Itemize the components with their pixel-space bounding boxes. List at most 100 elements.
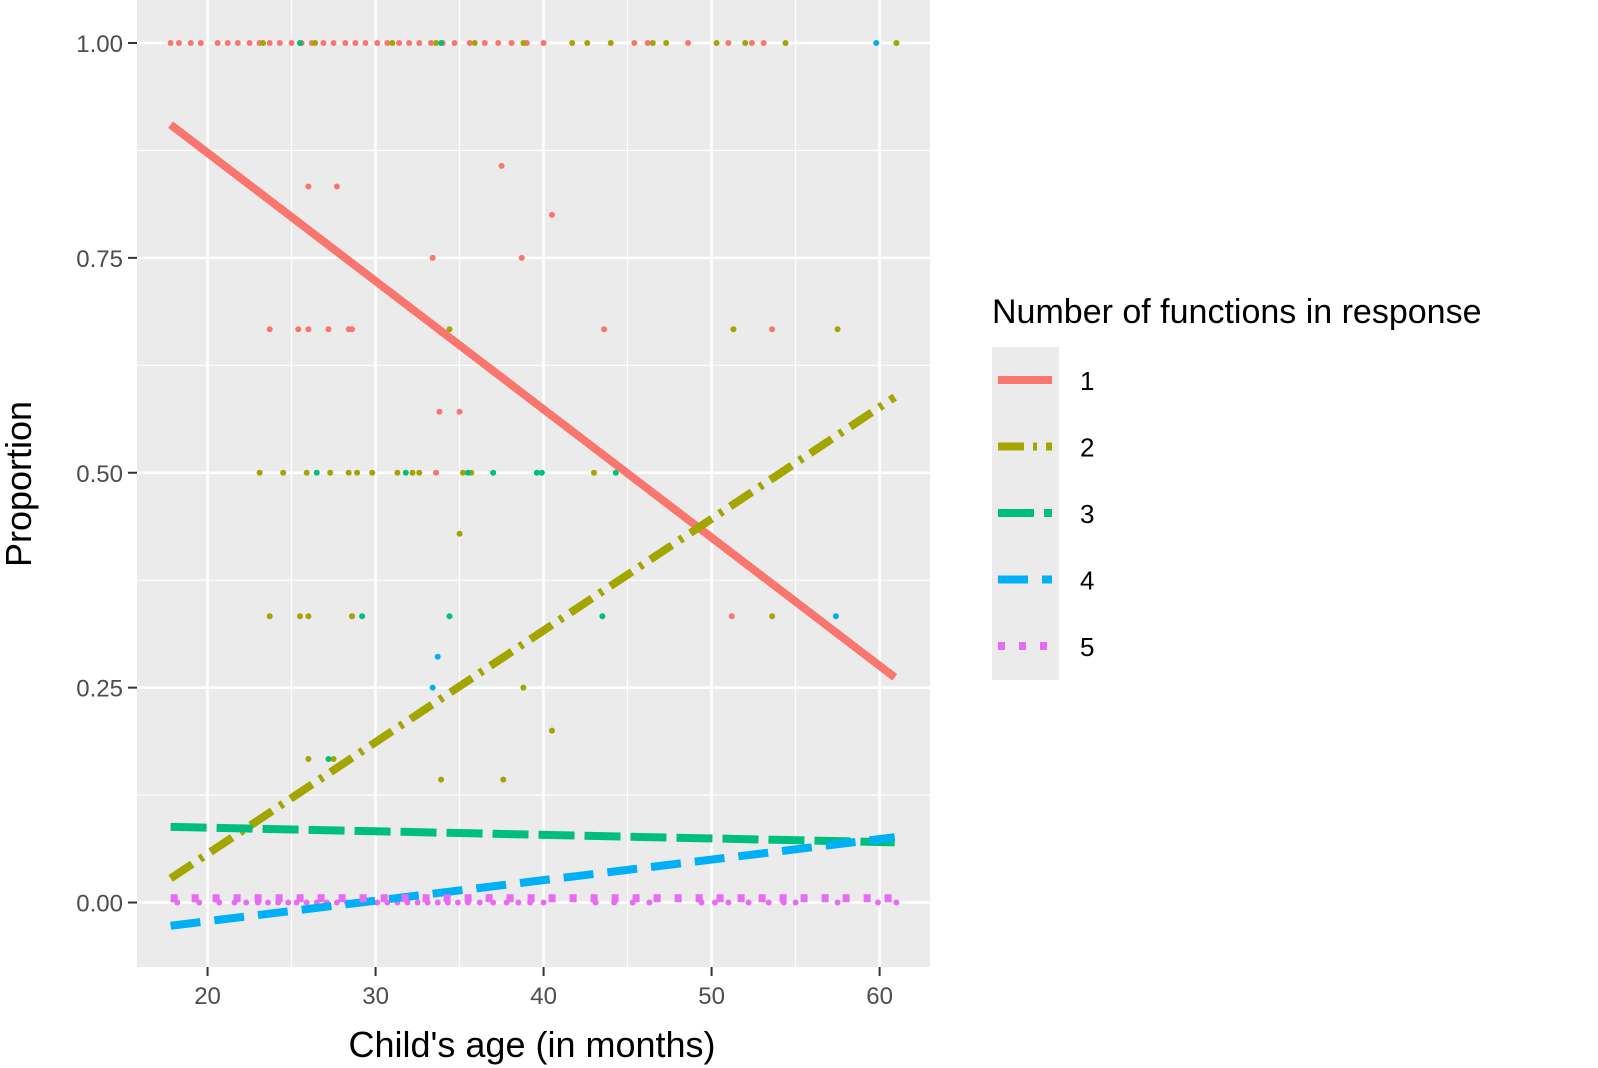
- data-point-series-5: [243, 899, 250, 906]
- data-point-series-2: [416, 469, 423, 476]
- data-point-series-5: [792, 899, 799, 906]
- legend-label-series-3: 3: [1080, 499, 1094, 529]
- data-point-series-1: [276, 39, 283, 46]
- data-point-series-4: [873, 39, 880, 46]
- data-point-series-2: [349, 613, 356, 620]
- data-point-series-2: [305, 755, 312, 762]
- data-point-series-1: [428, 39, 435, 46]
- fit-lines: [168, 121, 898, 930]
- data-point-series-2: [303, 469, 310, 476]
- data-point-series-1: [352, 39, 359, 46]
- data-point-series-2: [394, 469, 401, 476]
- data-point-series-3: [296, 39, 303, 46]
- data-point-series-3: [599, 613, 606, 620]
- data-point-series-1: [187, 39, 194, 46]
- data-point-series-2: [438, 776, 445, 783]
- data-point-series-4: [429, 684, 436, 691]
- data-point-series-3: [438, 39, 445, 46]
- data-point-series-2: [312, 39, 319, 46]
- data-point-series-1: [325, 326, 332, 333]
- data-point-series-5: [333, 899, 340, 906]
- data-point-series-2: [520, 684, 527, 691]
- data-point-series-3: [313, 469, 320, 476]
- data-point-series-2: [769, 613, 776, 620]
- data-point-series-2: [893, 39, 900, 46]
- data-point-series-1: [305, 183, 312, 190]
- data-point-series-1: [295, 326, 302, 333]
- data-point-series-1: [456, 408, 463, 415]
- data-point-series-1: [481, 39, 488, 46]
- data-point-series-2: [649, 39, 656, 46]
- data-point-series-1: [644, 39, 651, 46]
- data-point-series-2: [742, 39, 749, 46]
- data-point-series-1: [451, 39, 458, 46]
- data-point-series-2: [782, 39, 789, 46]
- data-point-series-1: [548, 211, 555, 218]
- data-point-series-1: [631, 39, 638, 46]
- data-point-series-2: [713, 39, 720, 46]
- data-point-series-1: [416, 39, 423, 46]
- data-point-series-5: [515, 899, 522, 906]
- data-point-series-1: [224, 39, 231, 46]
- data-point-series-2: [834, 326, 841, 333]
- data-point-series-2: [590, 469, 597, 476]
- fit-line-series-3: [170, 822, 895, 847]
- data-point-series-1: [234, 39, 241, 46]
- legend-label-series-2: 2: [1080, 433, 1094, 463]
- data-point-series-1: [725, 39, 732, 46]
- data-point-series-1: [330, 39, 337, 46]
- data-point-series-1: [685, 39, 692, 46]
- data-point-series-5: [893, 899, 900, 906]
- y-tick-label: 0.75: [76, 246, 123, 273]
- data-point-series-5: [454, 899, 461, 906]
- y-tick-label: 0.25: [76, 676, 123, 703]
- data-point-series-1: [246, 39, 253, 46]
- data-point-series-1: [214, 39, 221, 46]
- data-point-series-2: [305, 613, 312, 620]
- x-tick-label: 40: [530, 983, 557, 1010]
- data-point-series-1: [760, 39, 767, 46]
- data-point-series-3: [446, 613, 453, 620]
- data-point-series-2: [459, 469, 466, 476]
- data-point-series-1: [342, 39, 349, 46]
- data-point-series-1: [466, 39, 473, 46]
- data-point-series-1: [769, 326, 776, 333]
- fit-line-series-2: [168, 393, 897, 882]
- data-point-series-1: [176, 39, 183, 46]
- data-point-series-5: [646, 899, 653, 906]
- data-point-series-1: [433, 469, 440, 476]
- data-point-series-3: [490, 469, 497, 476]
- data-point-series-2: [520, 39, 527, 46]
- data-point-series-5: [265, 899, 272, 906]
- data-point-series-2: [500, 776, 507, 783]
- data-point-series-1: [320, 39, 327, 46]
- data-point-series-5: [303, 899, 310, 906]
- legend-title: Number of functions in response: [992, 293, 1481, 331]
- data-point-series-1: [266, 39, 273, 46]
- data-point-series-1: [748, 39, 755, 46]
- data-point-series-1: [288, 39, 295, 46]
- data-point-series-2: [369, 469, 376, 476]
- data-point-series-2: [354, 469, 361, 476]
- y-tick-label: 0.50: [76, 461, 123, 488]
- data-point-series-5: [711, 899, 718, 906]
- data-point-series-5: [414, 899, 421, 906]
- data-point-series-1: [436, 408, 443, 415]
- data-point-series-2: [327, 469, 334, 476]
- plot-panel: [137, 0, 930, 967]
- legend-label-series-4: 4: [1080, 566, 1094, 596]
- x-tick-label: 20: [194, 983, 221, 1010]
- legend: Number of functions in response 1 2 3 4 5: [992, 293, 1481, 680]
- y-axis: 0.00 0.25 0.50 0.75 1.00: [76, 31, 137, 918]
- data-point-series-3: [464, 469, 471, 476]
- data-point-series-2: [433, 39, 440, 46]
- data-point-series-2: [446, 326, 453, 333]
- data-point-series-1: [167, 39, 174, 46]
- data-point-series-2: [389, 39, 396, 46]
- data-point-series-5: [765, 899, 772, 906]
- data-point-series-2: [280, 469, 287, 476]
- data-point-series-1: [540, 39, 547, 46]
- data-point-series-2: [266, 613, 273, 620]
- data-point-series-1: [349, 326, 356, 333]
- data-point-series-2: [260, 39, 267, 46]
